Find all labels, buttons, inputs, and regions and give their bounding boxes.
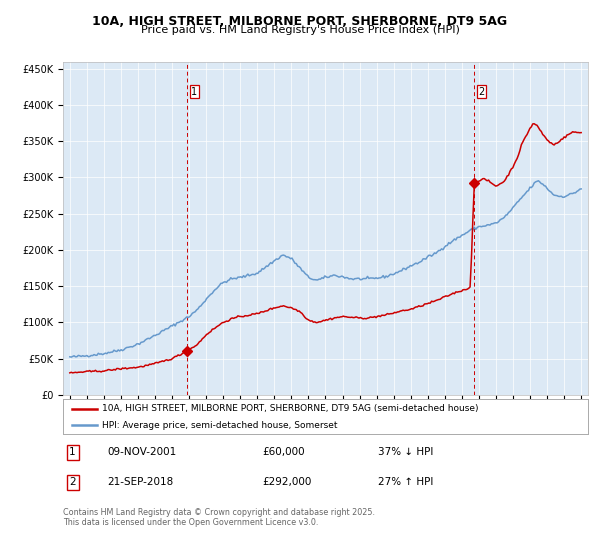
Text: 2: 2 — [478, 87, 485, 97]
Text: 09-NOV-2001: 09-NOV-2001 — [107, 447, 177, 458]
Text: 10A, HIGH STREET, MILBORNE PORT, SHERBORNE, DT9 5AG: 10A, HIGH STREET, MILBORNE PORT, SHERBOR… — [92, 15, 508, 27]
Text: 37% ↓ HPI: 37% ↓ HPI — [378, 447, 433, 458]
Text: Price paid vs. HM Land Registry's House Price Index (HPI): Price paid vs. HM Land Registry's House … — [140, 25, 460, 35]
Text: 21-SEP-2018: 21-SEP-2018 — [107, 477, 174, 487]
Text: HPI: Average price, semi-detached house, Somerset: HPI: Average price, semi-detached house,… — [103, 421, 338, 430]
Text: 2: 2 — [70, 477, 76, 487]
Text: 1: 1 — [70, 447, 76, 458]
Text: 27% ↑ HPI: 27% ↑ HPI — [378, 477, 433, 487]
Text: Contains HM Land Registry data © Crown copyright and database right 2025.
This d: Contains HM Land Registry data © Crown c… — [63, 508, 375, 528]
Text: 1: 1 — [191, 87, 197, 97]
Text: £292,000: £292,000 — [263, 477, 312, 487]
Text: 10A, HIGH STREET, MILBORNE PORT, SHERBORNE, DT9 5AG (semi-detached house): 10A, HIGH STREET, MILBORNE PORT, SHERBOR… — [103, 404, 479, 413]
Text: £60,000: £60,000 — [263, 447, 305, 458]
